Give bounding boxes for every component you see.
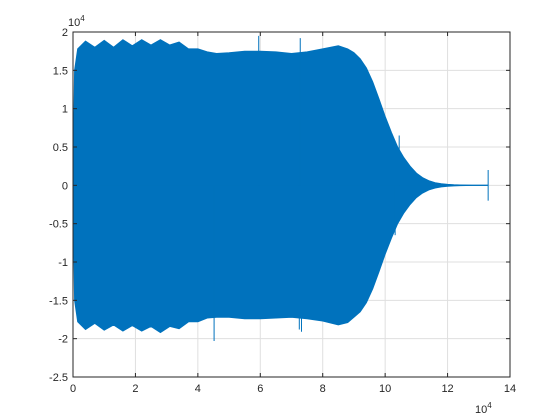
plot-frame	[72, 31, 511, 378]
x-axis: 0 2 4 6 8 10 12 14	[70, 32, 516, 395]
x-tick-label: 14	[504, 383, 516, 395]
y-tick-label: 1.5	[53, 65, 68, 77]
x-exponent-power: 4	[487, 401, 492, 410]
y-exponent-label: 104	[68, 14, 85, 29]
x-tick-label: 6	[257, 383, 263, 395]
x-tick-label: 10	[379, 383, 391, 395]
y-tick-label: 1	[62, 104, 68, 116]
y-tick-label: -1	[58, 257, 68, 269]
x-tick-label: 0	[70, 383, 76, 395]
y-axis: -2.5 -2 -1.5 -1 -0.5 0 0.5 1 1.5 2	[49, 27, 510, 384]
x-tick-label: 12	[441, 383, 453, 395]
y-exponent-power: 4	[80, 14, 85, 23]
x-tick-label: 4	[195, 383, 201, 395]
y-tick-label: 2	[62, 27, 68, 39]
y-tick-label: -2	[58, 334, 68, 346]
y-tick-label: -2.5	[49, 372, 68, 384]
y-tick-label: 0	[62, 180, 68, 192]
x-exponent-label: 104	[475, 401, 492, 416]
y-tick-label: 0.5	[53, 142, 68, 154]
x-tick-label: 2	[132, 383, 138, 395]
y-tick-label: -0.5	[49, 219, 68, 231]
y-tick-label: -1.5	[49, 295, 68, 307]
x-tick-label: 8	[320, 383, 326, 395]
